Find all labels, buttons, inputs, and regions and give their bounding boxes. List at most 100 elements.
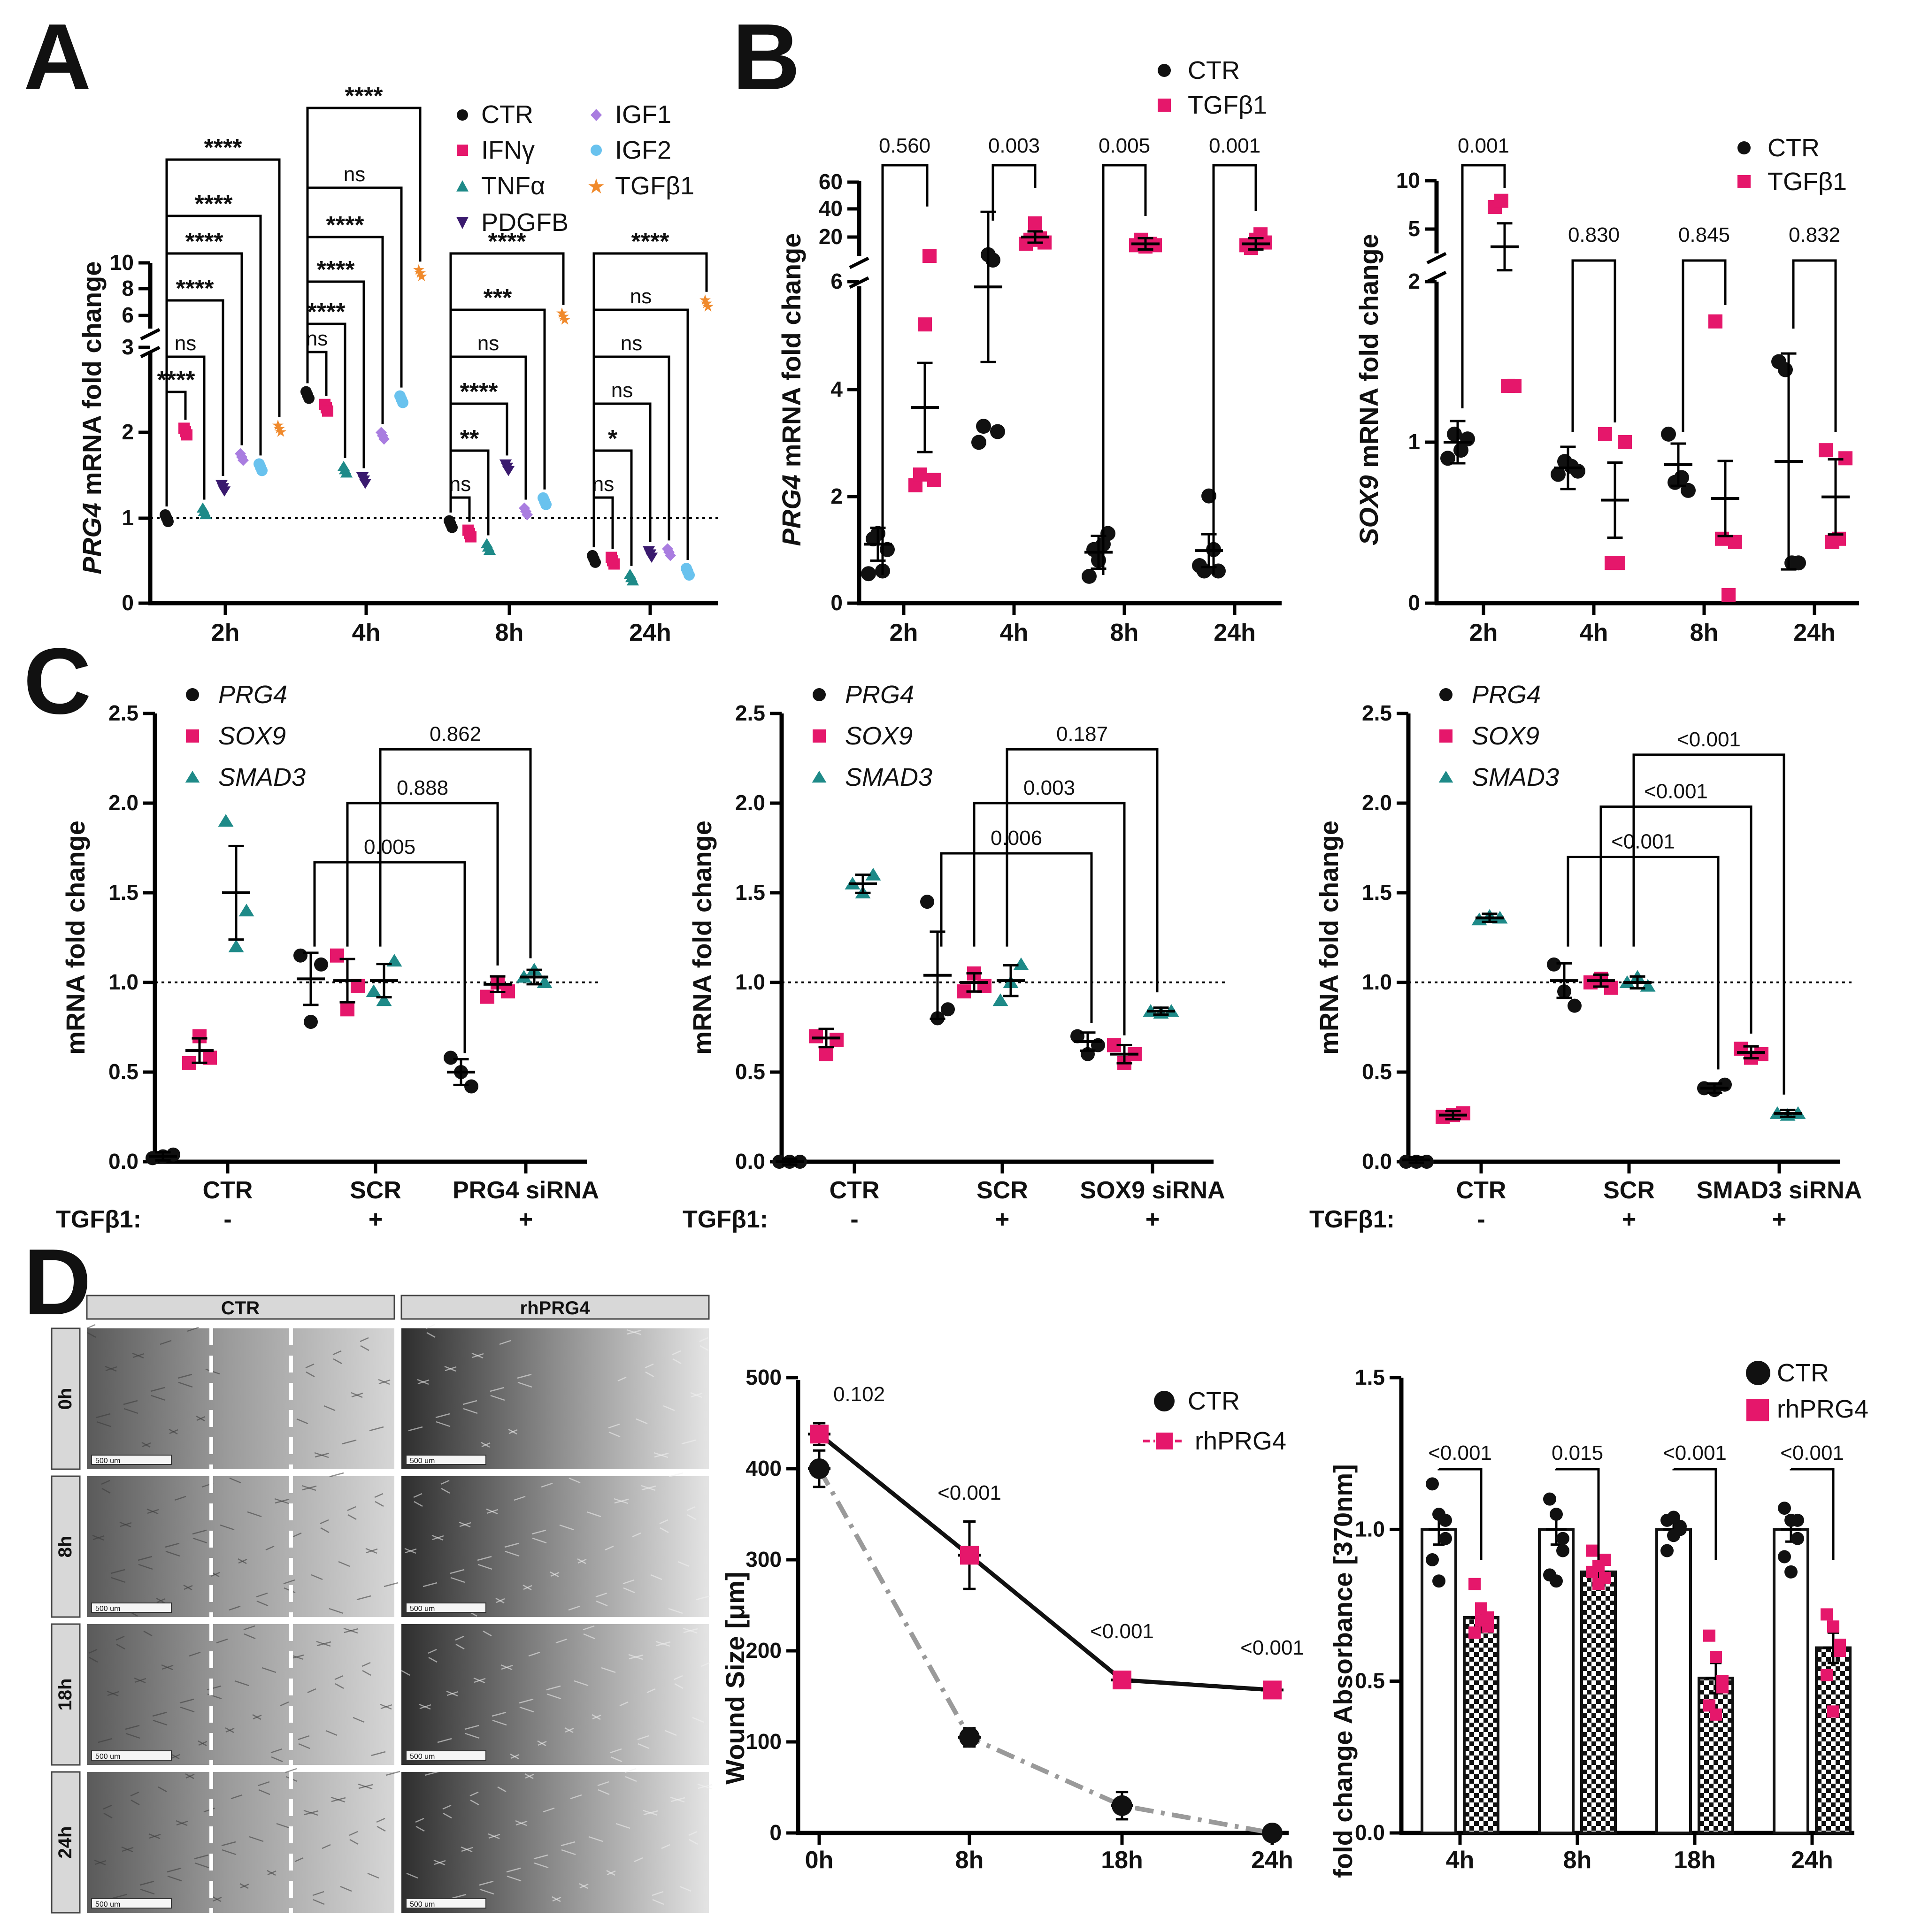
a-point-TGFβ1-0-2: ★ [274, 424, 287, 440]
a-point-TGFβ1-0-0: ★ [271, 417, 284, 434]
micro-cell-1-2-47 [492, 1719, 507, 1726]
c2-ylabel: mRNA fold change [687, 820, 717, 1055]
panel-c-plot-2: mRNA fold change 0.0 0.5 1.0 1.5 2.0 2.5 CTR- SC… [683, 681, 1228, 1233]
b1-ctr-point-1-4 [990, 424, 1005, 439]
a-bracket-label-t8h-2: **** [460, 378, 499, 406]
micro-cell-0-0-52 [351, 1392, 363, 1398]
c1-legend-marker-1 [186, 729, 199, 743]
c3-bracket-1 [1599, 805, 1752, 1034]
micro-cell-0-1-5 [329, 1608, 344, 1614]
micro-cell-1-2-53 [465, 1733, 480, 1739]
b1-tgf-point-1-2 [1028, 216, 1042, 230]
micro-cell-1-0-47 [463, 1408, 478, 1414]
micro-cell-0-1-50 [275, 1498, 290, 1504]
c1-point-0-2-2 [464, 1079, 478, 1094]
panel-b-prg4-chart: PRG4 mRNA fold change 0 2 4 6 20 40 60 2… [776, 56, 1282, 646]
micro-scalebar-0-1 [91, 1602, 172, 1613]
micro-row-tab-3 [51, 1771, 81, 1914]
micro-cell-0-2-27 [143, 1630, 153, 1637]
micro-cell-1-1-49 [569, 1477, 581, 1484]
c2-ytick-label-5: 2.5 [735, 701, 765, 725]
panel-d-micrographs: CTR rhPRG4 0h 500 um 500 um 8h 500 um 500 um 1… [51, 1295, 713, 1914]
micro-cell-0-1-52 [366, 1548, 378, 1554]
micro-cell-1-0-40 [445, 1366, 457, 1372]
micro-cell-0-3-24 [322, 1844, 331, 1849]
micro-cell-1-3-6 [442, 1804, 452, 1810]
a-point-CTR-0-2 [162, 516, 174, 527]
micro-cell-0-1-38 [329, 1472, 344, 1478]
micro-cell-1-3-29 [588, 1836, 603, 1842]
micro-cell-1-3-54 [525, 1773, 534, 1779]
micro-cell-0-0-14 [123, 1400, 138, 1405]
wound-legend-rhprg4-marker [1156, 1433, 1173, 1449]
micro-cell-0-2-33 [116, 1643, 125, 1650]
abs-ylabel: fold change Absorbance [370nm] [1328, 1464, 1358, 1878]
micro-cell-1-0-45 [672, 1358, 682, 1365]
micro-cell-1-2-20 [464, 1725, 479, 1730]
b1-ctr-point-2-0 [1082, 568, 1097, 584]
micro-cell-0-1-14 [138, 1556, 153, 1561]
micro-cell-0-1-41 [165, 1550, 180, 1557]
micro-cell-0-3-32 [385, 1771, 400, 1776]
micro-cell-1-2-4 [637, 1735, 649, 1740]
a-xcat-24h: 24h [629, 619, 671, 646]
a-point-TGFβ1-0-1: ★ [273, 421, 286, 437]
a-bracket-label-t2h-0: **** [157, 367, 196, 394]
micro-cell-0-1-10 [256, 1592, 268, 1598]
a-bracket-label-t8h-5: **** [488, 228, 527, 255]
c2-treatment-sign-1: + [995, 1206, 1009, 1233]
micro-cell-1-3-33 [470, 1799, 479, 1806]
micro-cell-0-3-2 [221, 1841, 236, 1847]
c1-treatment-sign-1: + [369, 1206, 383, 1233]
micrograph-1-0 [401, 1328, 709, 1469]
abs-xcat-0: 4h [1446, 1847, 1475, 1874]
micro-header-rhprg4: rhPRG4 [520, 1298, 591, 1319]
wound-ytick-label-3: 300 [745, 1547, 782, 1572]
micro-scalebar-label-1-0: 500 um [410, 1457, 435, 1465]
micro-cell-0-2-46 [107, 1691, 119, 1696]
micro-cell-1-3-30 [634, 1857, 643, 1863]
micro-header-rhprg4-box [400, 1295, 710, 1320]
micro-cell-1-2-6 [428, 1648, 437, 1654]
micro-cell-1-0-41 [490, 1395, 505, 1401]
micro-cell-0-0-53 [96, 1421, 111, 1427]
legend-igf2-marker [591, 145, 602, 156]
micro-rows: 0h 500 um 500 um 8h 500 um 500 um 18h 500 um 500… [51, 1324, 713, 1914]
micro-cell-1-3-40 [488, 1833, 500, 1839]
b2-tgf-point-0-3 [1507, 378, 1522, 393]
c3-point-0-1-0 [1547, 957, 1561, 972]
micro-scalebar-label-0-2: 500 um [95, 1753, 120, 1761]
micro-cell-1-1-41 [505, 1550, 520, 1557]
c1-point-2-0-1 [228, 939, 244, 952]
micro-cell-1-1-36 [577, 1558, 587, 1564]
micro-scalebar-1-1 [406, 1602, 486, 1613]
abs-xcat-3: 24h [1791, 1847, 1833, 1874]
panel-label-c: C [23, 629, 91, 734]
micro-cell-0-3-41 [194, 1862, 209, 1869]
wound-legend-rhprg4: rhPRG4 [1195, 1427, 1286, 1455]
micro-cell-1-2-0 [455, 1635, 464, 1641]
legend-a-ifn: IFNγ [481, 136, 535, 164]
b2-pvalue-8h: 0.845 [1678, 223, 1730, 246]
b1-tgf-point-0-3 [922, 249, 937, 263]
micro-cell-0-1-24 [292, 1532, 302, 1538]
b2-ctr-point-3-1 [1778, 362, 1793, 377]
a-bracket-label-t2h-2: **** [176, 275, 215, 302]
abs-ctr-point-3-0 [1778, 1502, 1791, 1515]
abs-ctr-bar-2 [1655, 1528, 1692, 1834]
b2-ctr-point-2-0 [1661, 426, 1676, 442]
micro-cell-1-3-4 [652, 1891, 664, 1896]
a-ytick-3: 3 [122, 335, 134, 359]
micro-cell-0-3-20 [139, 1880, 154, 1886]
a-bracket-label-t4h-4: ns [344, 163, 365, 186]
b1-ctr-point-1-0 [971, 435, 986, 450]
panel-a-legend: CTR IFNγ TNFα PDGFB IGF1 IGF2 ★ TGFβ1 [456, 100, 694, 237]
micro-cell-1-3-31 [679, 1886, 692, 1892]
a-point-TNFα-2-2 [483, 544, 496, 555]
panel-d-wound-chart: Wound Size [μm] 0 100 200 300 400 500 0h 8h 18h 2… [720, 1365, 1304, 1874]
b1-pvalue-8h: 0.005 [1099, 134, 1150, 157]
abs-rhprg4-bar-3 [1815, 1646, 1852, 1835]
micro-cell-1-1-54 [496, 1598, 505, 1603]
b1-legend-ctr-marker [1158, 64, 1171, 77]
legend-tgfb1-marker: ★ [587, 175, 605, 198]
